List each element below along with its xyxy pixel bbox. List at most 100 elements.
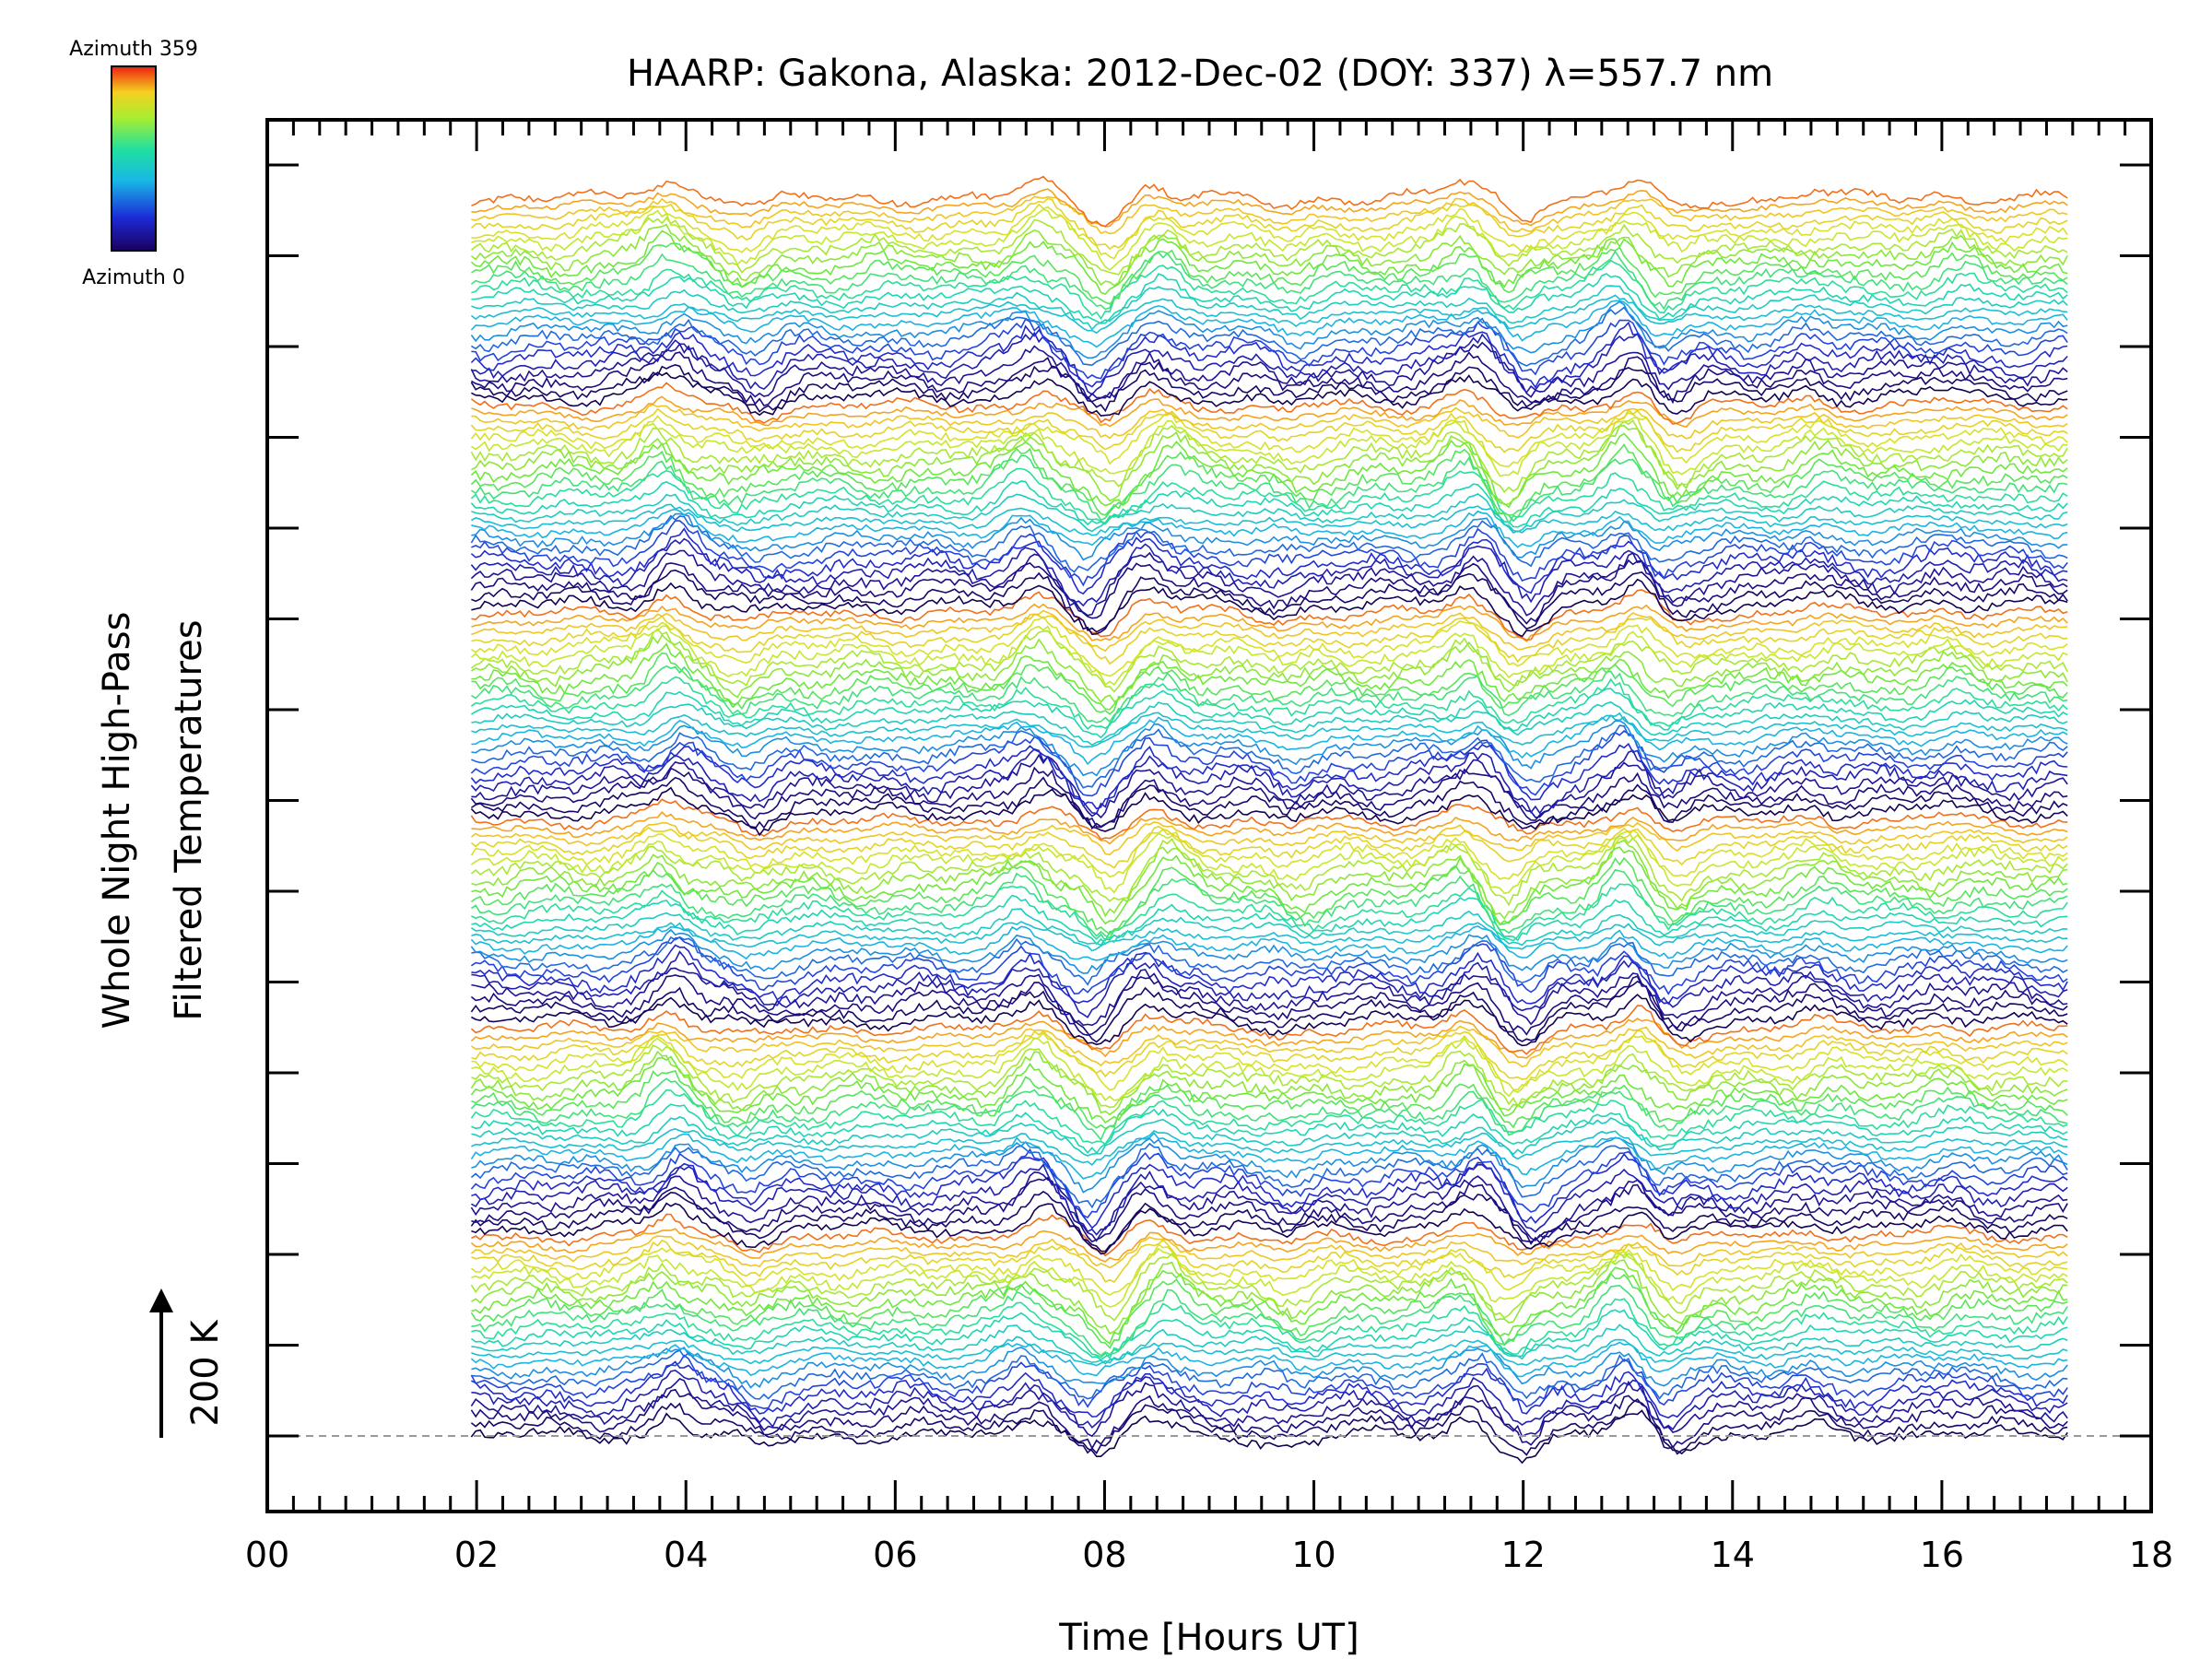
- traces: [470, 175, 2068, 1465]
- temperature-trace: [470, 1077, 2068, 1142]
- temperature-trace: [471, 259, 2068, 320]
- temperature-trace: [470, 537, 2068, 607]
- temperature-trace: [470, 454, 2068, 525]
- temperature-trace: [471, 811, 2068, 845]
- temperature-trace: [471, 589, 2068, 641]
- temperature-trace: [471, 720, 2068, 777]
- temperature-trace: [471, 967, 2068, 1027]
- temperature-trace: [470, 1235, 2068, 1269]
- temperature-trace: [471, 994, 2068, 1047]
- temperature-trace: [471, 175, 2068, 228]
- temperature-trace: [470, 688, 2068, 739]
- colorbar-gradient: [111, 65, 157, 252]
- temperature-trace: [470, 1088, 2068, 1146]
- temperature-trace: [471, 1136, 2068, 1194]
- temperature-trace: [471, 371, 2068, 418]
- temperature-trace: [470, 1242, 2068, 1296]
- x-tick-label: 00: [245, 1535, 289, 1575]
- x-tick-label: 02: [454, 1535, 499, 1575]
- temperature-trace: [470, 786, 2068, 837]
- chart-title: HAARP: Gakona, Alaska: 2012-Dec-02 (DOY:…: [627, 53, 1773, 95]
- x-tick-label: 16: [1920, 1535, 1964, 1575]
- temperature-trace: [470, 1409, 2068, 1465]
- temperature-trace: [470, 300, 2068, 359]
- temperature-trace: [471, 395, 2068, 429]
- temperature-trace: [470, 443, 2068, 516]
- temperature-trace: [470, 300, 2068, 348]
- temperature-trace: [471, 950, 2068, 1018]
- temperature-trace: [470, 868, 2068, 939]
- temperature-trace: [470, 1142, 2068, 1209]
- temperature-trace: [471, 1213, 2068, 1257]
- temperature-trace: [470, 407, 2068, 453]
- temperature-trace: [470, 341, 2068, 401]
- temperature-trace: [470, 1025, 2068, 1068]
- temperature-trace: [471, 404, 2068, 440]
- x-tick-label: 08: [1082, 1535, 1126, 1575]
- temperature-trace: [471, 944, 2068, 1006]
- temperature-trace: [471, 609, 2068, 653]
- temperature-trace: [471, 1247, 2068, 1308]
- temperature-trace: [471, 1069, 2068, 1130]
- temperature-trace: [470, 747, 2068, 815]
- x-tick-label: 10: [1291, 1535, 1335, 1575]
- y-axis-ticks: [267, 163, 2151, 1438]
- temperature-trace: [471, 1031, 2068, 1091]
- temperature-trace: [470, 1259, 2068, 1335]
- temperature-trace: [470, 974, 2068, 1037]
- temperature-trace: [470, 197, 2068, 251]
- temperature-trace: [471, 1335, 2068, 1367]
- temperature-trace: [471, 846, 2068, 926]
- temperature-trace: [470, 559, 2068, 625]
- temperature-trace: [470, 742, 2068, 810]
- temperature-trace: [470, 1132, 2068, 1180]
- temperature-trace: [470, 250, 2068, 311]
- temperature-trace: [470, 928, 2068, 974]
- temperature-trace: [470, 306, 2068, 367]
- temperature-trace: [471, 894, 2068, 946]
- temperature-trace: [470, 1309, 2068, 1361]
- temperature-trace: [470, 242, 2068, 305]
- temperature-trace: [471, 1239, 2068, 1284]
- temperature-trace: [471, 569, 2068, 633]
- temperature-trace: [471, 195, 2068, 235]
- temperature-trace: [470, 729, 2068, 797]
- temperature-trace: [471, 613, 2068, 665]
- temperature-trace: [471, 203, 2068, 260]
- temperature-trace: [471, 753, 2068, 819]
- scale-bar: 200 K: [149, 1288, 227, 1438]
- temperature-trace: [470, 856, 2068, 935]
- temperature-trace: [471, 424, 2068, 506]
- temperature-trace: [471, 1127, 2068, 1167]
- temperature-trace: [470, 229, 2068, 296]
- temperature-trace: [470, 776, 2068, 830]
- temperature-trace: [470, 1171, 2068, 1242]
- temperature-trace: [471, 503, 2068, 536]
- x-tick-label: 14: [1711, 1535, 1755, 1575]
- colorbar-bottom-label: Azimuth 0: [82, 266, 185, 289]
- temperature-trace: [470, 1252, 2068, 1322]
- temperature-trace: [471, 1030, 2068, 1080]
- x-axis-ticks: [265, 120, 2153, 1512]
- temperature-trace: [471, 1163, 2068, 1236]
- temperature-trace: [470, 1398, 2068, 1456]
- x-axis-tick-labels: 00 02 04 06 08 10 12 14 16 18: [245, 1535, 2173, 1575]
- temperature-trace: [470, 908, 2068, 947]
- temperature-trace: [470, 294, 2068, 335]
- colorbar: Azimuth 359 Azimuth 0: [69, 38, 198, 289]
- temperature-trace: [470, 633, 2068, 703]
- temperature-trace: [470, 382, 2068, 425]
- temperature-trace: [470, 480, 2068, 528]
- temperature-trace: [471, 839, 2068, 921]
- temperature-trace: [470, 432, 2068, 509]
- temperature-trace: [471, 1152, 2068, 1230]
- temperature-trace: [471, 273, 2068, 324]
- temperature-trace: [471, 208, 2068, 271]
- temperature-trace: [471, 1298, 2068, 1359]
- temperature-trace: [471, 188, 2068, 228]
- temperature-trace: [470, 925, 2068, 961]
- temperature-trace: [471, 883, 2068, 942]
- temperature-trace: [471, 712, 2068, 748]
- temperature-trace: [470, 223, 2068, 287]
